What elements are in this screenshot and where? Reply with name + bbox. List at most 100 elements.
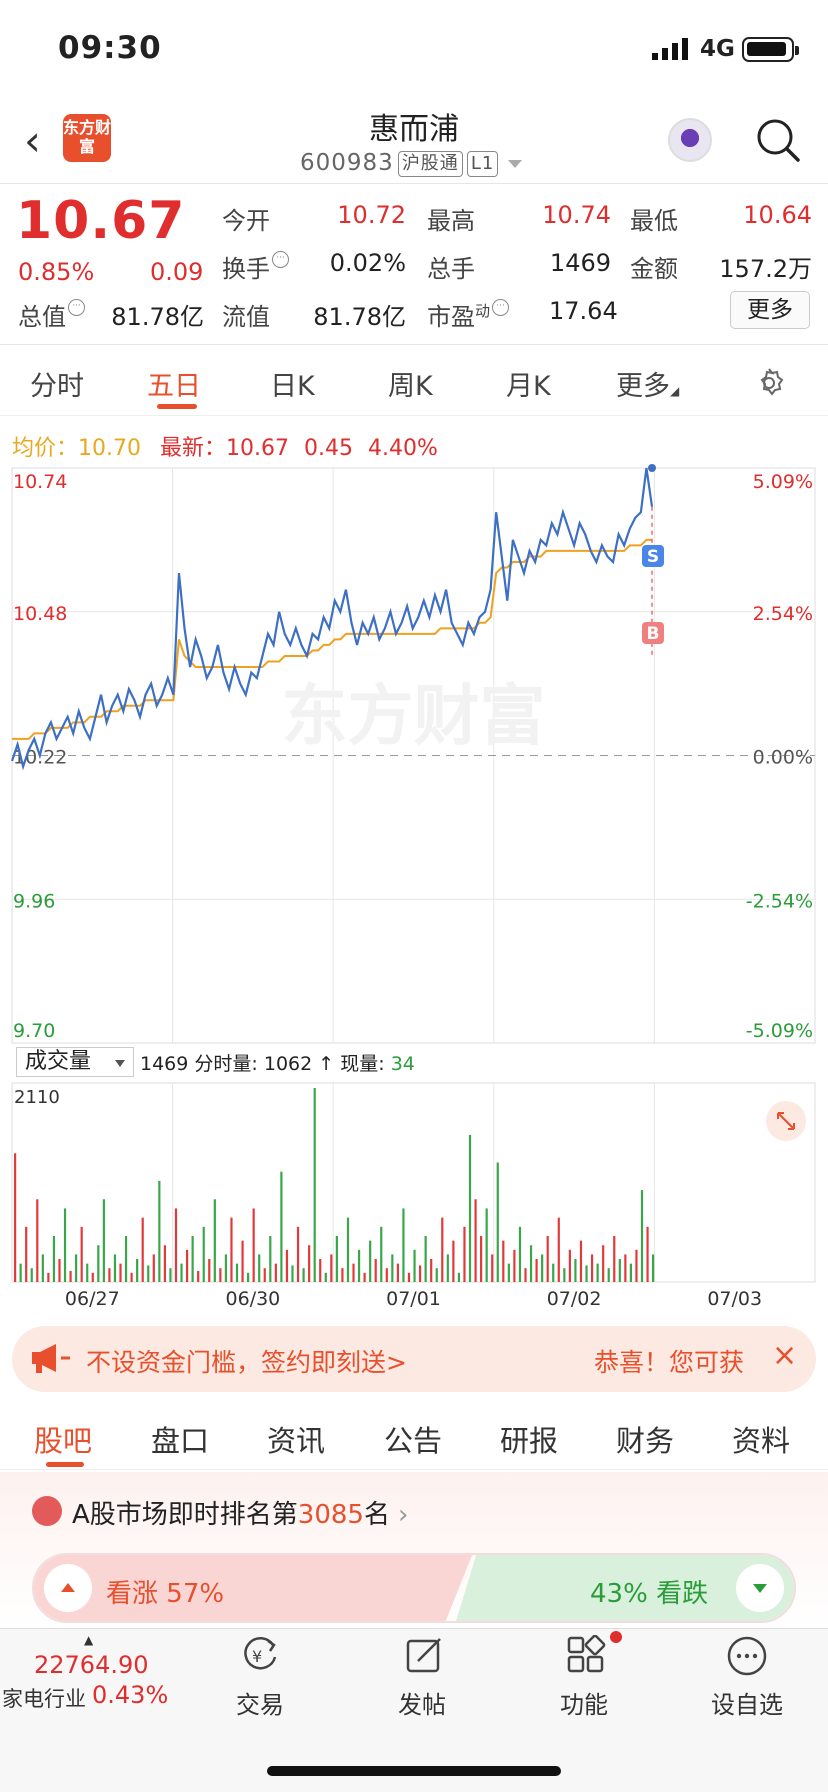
volume-bar bbox=[241, 1240, 244, 1282]
bearish-text: 43% 看跌 bbox=[590, 1573, 708, 1610]
volume-bar bbox=[174, 1208, 178, 1282]
volume-bar bbox=[380, 1226, 383, 1282]
volume-bar bbox=[158, 1180, 161, 1282]
tab-five-day[interactable]: 五日 bbox=[147, 371, 201, 402]
low-value: 10.64 bbox=[743, 201, 812, 229]
tab-announcement[interactable]: 公告 bbox=[384, 1424, 443, 1458]
index-value[interactable]: 22764.90 bbox=[34, 1651, 149, 1679]
volume-bar bbox=[441, 1217, 444, 1282]
volume-bar bbox=[457, 1272, 461, 1282]
more-button[interactable]: 更多 bbox=[730, 291, 810, 329]
tab-monthly-k[interactable]: 月K bbox=[506, 371, 551, 402]
volume-bar bbox=[119, 1263, 122, 1282]
bullish-arrow-icon[interactable] bbox=[44, 1564, 92, 1612]
volume-bar bbox=[230, 1217, 233, 1282]
tab-weekly-k[interactable]: 周K bbox=[388, 371, 433, 402]
promo-banner[interactable]: 不设资金门槛，签约即刻送> 恭喜！您可获 × bbox=[12, 1326, 816, 1392]
bullish-area[interactable] bbox=[34, 1555, 472, 1621]
amount-value: 157.2万 bbox=[719, 255, 812, 283]
volume-bar bbox=[208, 1259, 211, 1282]
nav-post[interactable]: 发帖 bbox=[398, 1691, 446, 1719]
sell-marker-label: S bbox=[647, 547, 659, 567]
volume-bar bbox=[468, 1134, 472, 1282]
banner-right-text: 恭喜！您可获 bbox=[594, 1348, 745, 1377]
search-icon[interactable] bbox=[756, 118, 800, 162]
pe-sup: 动 bbox=[475, 302, 491, 320]
connect-tag: 沪股通 bbox=[397, 150, 463, 177]
volume-bar bbox=[529, 1245, 533, 1282]
buy-marker bbox=[642, 622, 664, 644]
nav-functions[interactable]: 功能 bbox=[560, 1691, 608, 1719]
nav-trade[interactable]: 交易 bbox=[236, 1691, 284, 1719]
tab-news[interactable]: 资讯 bbox=[267, 1424, 326, 1458]
info-icon[interactable]: ··· bbox=[492, 299, 510, 316]
tab-more[interactable]: 更多◢ bbox=[616, 364, 679, 403]
pe-label: 市盈动 ··· bbox=[427, 297, 510, 332]
pe-value: 17.64 bbox=[549, 297, 618, 325]
bearish-arrow-icon[interactable] bbox=[736, 1564, 784, 1612]
ranking-text[interactable]: A股市场即时排名第3085名 › bbox=[72, 1494, 408, 1531]
volume-info: 1469 分时量: 1062 ↑ 现量: 34 bbox=[140, 1049, 415, 1076]
bottom-nav: ▲ 22764.90 家电行业 0.43% ¥ 交易 发帖 功能 设自选 bbox=[0, 1628, 828, 1792]
stock-code-row[interactable]: 600983 沪股通 L1 bbox=[300, 150, 523, 177]
avg-label: 均价： bbox=[12, 436, 79, 461]
volume-bar bbox=[252, 1208, 255, 1282]
mcap-value: 81.78亿 bbox=[111, 303, 204, 331]
tab-finance[interactable]: 财务 bbox=[616, 1424, 675, 1458]
volume-bar bbox=[169, 1268, 172, 1282]
volume-bar bbox=[185, 1249, 189, 1282]
back-button[interactable]: ‹ bbox=[24, 116, 41, 165]
bearish-label: 看跌 bbox=[656, 1579, 709, 1609]
chevron-down-icon bbox=[508, 159, 523, 168]
chart-info-line: 均价：10.70 最新：10.67 0.45 4.40% bbox=[12, 430, 438, 462]
volume-bar bbox=[402, 1208, 405, 1282]
price-plot-frame bbox=[11, 467, 816, 1044]
active-subtab-indicator bbox=[46, 1462, 84, 1467]
avg-value: 10.70 bbox=[78, 436, 141, 461]
volume-bar bbox=[557, 1217, 560, 1282]
turnover-label-text: 换手 bbox=[222, 255, 270, 283]
expand-arrows-icon bbox=[777, 1112, 795, 1130]
volume-bar bbox=[341, 1268, 344, 1282]
volume-bar bbox=[319, 1259, 322, 1282]
price-volume-chart[interactable]: 10.74 5.09%10.48 2.54%10.22 0.00%9.96 -2.54%… bbox=[0, 460, 828, 1320]
tab-more-label: 更多 bbox=[616, 371, 670, 402]
close-icon[interactable]: × bbox=[772, 1338, 798, 1373]
expand-up-icon[interactable]: ▲ bbox=[84, 1633, 94, 1647]
last-change: 0.45 bbox=[304, 436, 353, 461]
x-tick-label: 07/01 bbox=[386, 1288, 441, 1310]
assistant-robot-icon[interactable] bbox=[668, 118, 712, 162]
volume-bar bbox=[590, 1254, 594, 1282]
tab-intraday[interactable]: 分时 bbox=[30, 371, 84, 402]
nav-add-watchlist[interactable]: 设自选 bbox=[711, 1691, 783, 1719]
settings-gear-icon[interactable] bbox=[752, 366, 786, 400]
add-watchlist-icon[interactable] bbox=[726, 1635, 768, 1677]
post-edit-icon[interactable] bbox=[404, 1635, 444, 1675]
x-tick-label: 06/27 bbox=[65, 1288, 120, 1310]
info-icon[interactable]: ··· bbox=[68, 299, 85, 316]
tab-research[interactable]: 研报 bbox=[500, 1424, 559, 1458]
volume-bar bbox=[191, 1236, 194, 1282]
volume-bar bbox=[391, 1254, 394, 1282]
tab-daily-k[interactable]: 日K bbox=[270, 371, 315, 402]
y-tick-left: 9.70 bbox=[13, 1020, 55, 1042]
volume-bar bbox=[491, 1254, 494, 1282]
volume-bar bbox=[224, 1254, 228, 1282]
info-icon[interactable]: ··· bbox=[272, 251, 289, 268]
volume-bar bbox=[430, 1259, 433, 1282]
trade-yuan-icon[interactable]: ¥ bbox=[240, 1635, 282, 1675]
volume-bar bbox=[552, 1263, 555, 1282]
tab-pankou[interactable]: 盘口 bbox=[151, 1424, 210, 1458]
volume-bar bbox=[25, 1226, 28, 1282]
high-value: 10.74 bbox=[542, 201, 611, 229]
volume-selector[interactable]: 成交量 bbox=[16, 1047, 134, 1077]
notification-dot bbox=[610, 1631, 622, 1643]
functions-grid-icon[interactable] bbox=[566, 1635, 606, 1675]
change-percent: 0.85% bbox=[18, 258, 95, 286]
volume-bar bbox=[80, 1226, 83, 1282]
sell-marker bbox=[642, 545, 664, 567]
tab-guba[interactable]: 股吧 bbox=[34, 1424, 93, 1458]
tab-profile[interactable]: 资料 bbox=[732, 1424, 791, 1458]
volume-bar bbox=[346, 1217, 350, 1282]
volume-bar bbox=[485, 1208, 488, 1282]
